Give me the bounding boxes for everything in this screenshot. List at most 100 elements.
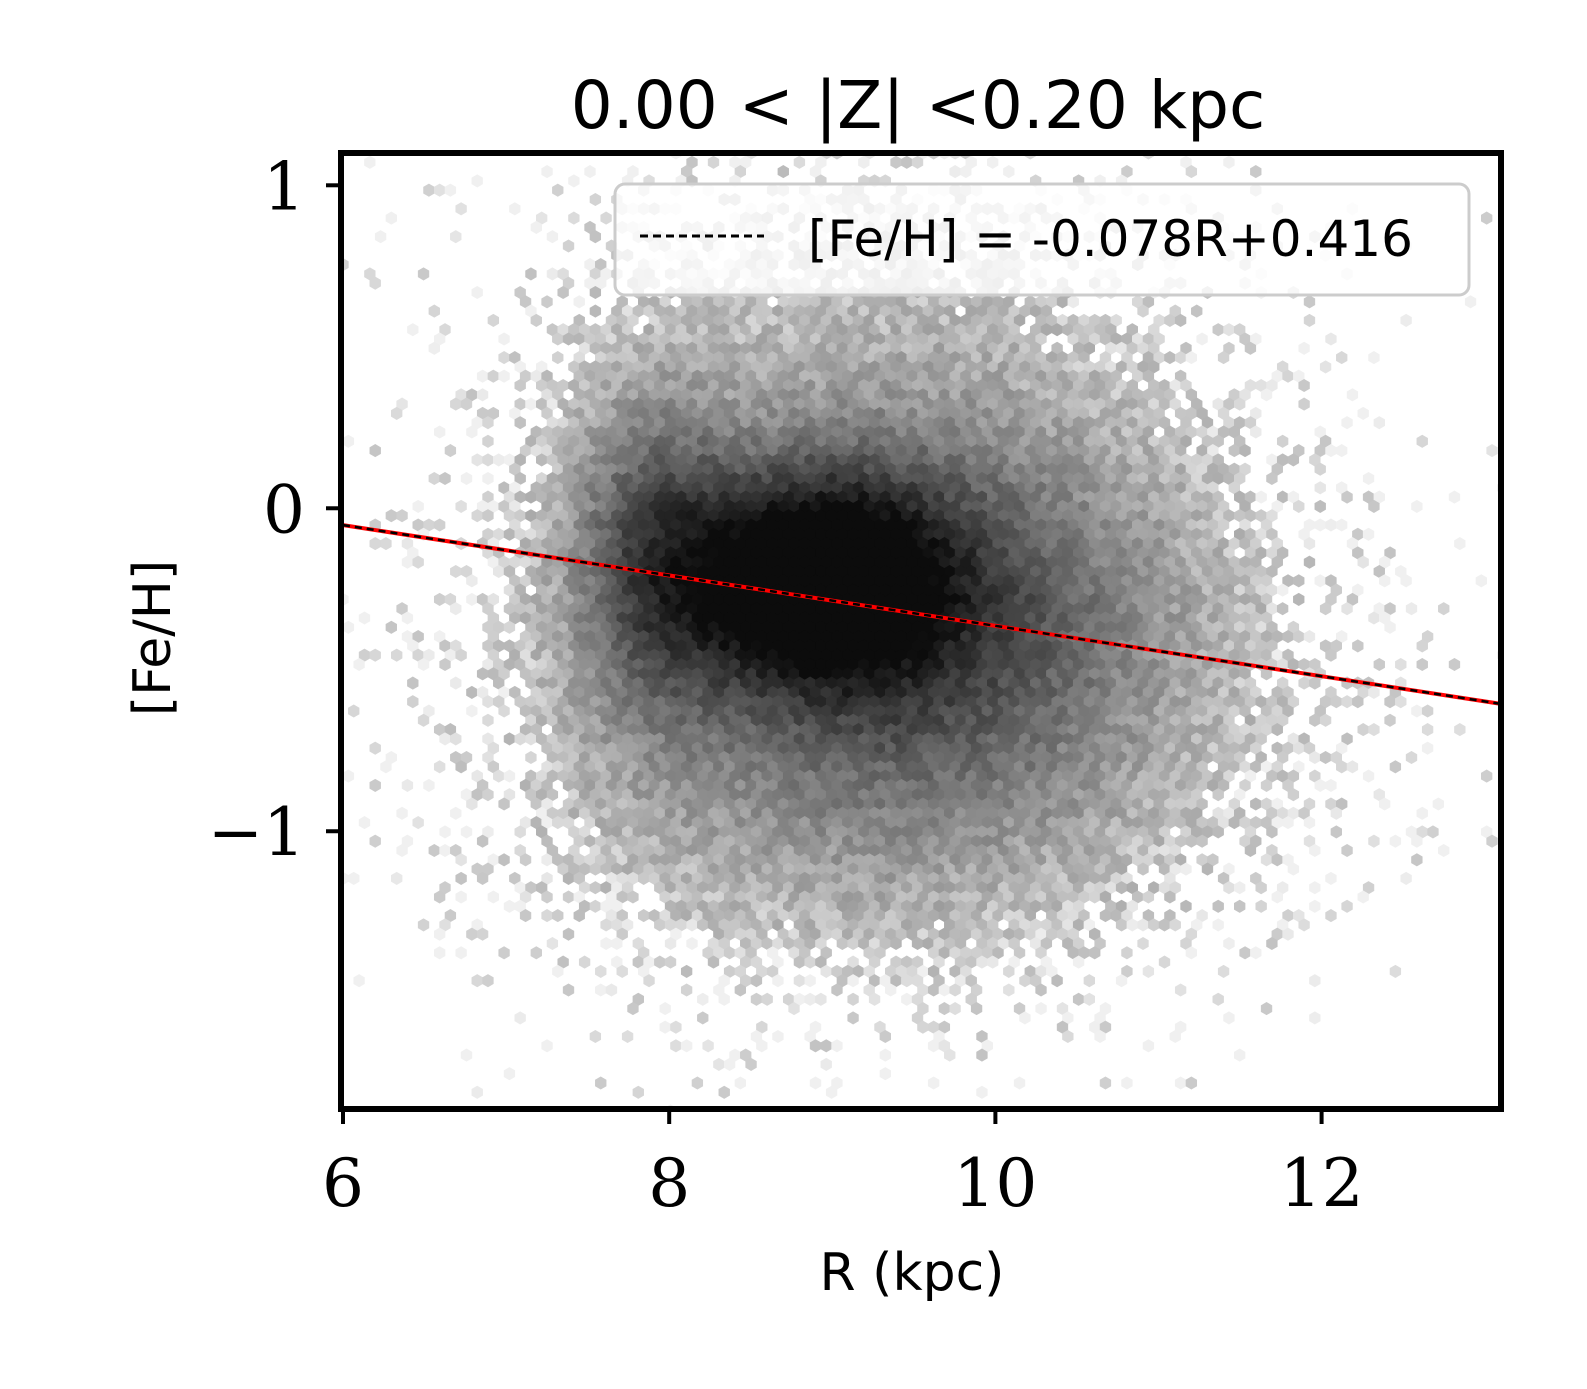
hexbin-cell — [476, 834, 489, 848]
hexbin-cell — [412, 555, 424, 569]
hexbin-cell — [476, 871, 489, 885]
hexbin-cell — [369, 648, 381, 662]
hexbin-cell — [1212, 323, 1224, 337]
hexbin-cell — [487, 313, 500, 327]
hexbin-cell — [1287, 657, 1300, 672]
hexbin-cell — [439, 657, 451, 672]
hexbin-cell — [1336, 760, 1348, 774]
hexbin-cell — [1421, 704, 1434, 718]
hexbin-cell — [343, 258, 349, 272]
hexbin-cell — [1411, 704, 1423, 718]
hexbin-cell — [525, 750, 537, 765]
hexbin-cell — [417, 713, 430, 727]
hexbin-cell — [1336, 518, 1348, 532]
hexbin-cell — [455, 760, 467, 774]
hexbin-cell — [385, 509, 397, 523]
hexbin-cell — [396, 509, 408, 523]
hexbin-cell — [509, 202, 521, 216]
hexbin-cell — [428, 341, 440, 355]
hexbin-cell — [476, 667, 489, 681]
hexbin-cell — [552, 332, 564, 346]
hexbin-cell — [1373, 657, 1385, 672]
hexbin-cell — [407, 676, 419, 690]
hexbin-cell — [1357, 723, 1369, 737]
hexbin-cell — [348, 871, 360, 885]
hexbin-cell — [1196, 332, 1208, 346]
hexbin-cell — [1368, 351, 1380, 365]
hexbin-cell — [541, 165, 553, 179]
hexbin-cell — [573, 295, 585, 309]
hexbin-cell — [1298, 397, 1310, 411]
hexbin-cell — [1228, 816, 1240, 830]
hexbin-cell — [1336, 351, 1348, 365]
hexbin-cell — [1244, 843, 1257, 858]
hexbin-cell — [455, 202, 467, 216]
hexbin-cell — [1191, 304, 1203, 318]
hexbin-cell — [498, 369, 510, 383]
hexbin-cell — [450, 732, 462, 746]
hexbin-cell — [466, 574, 478, 588]
hexbin-cell — [1309, 750, 1321, 765]
hexbin-cell — [1282, 369, 1294, 383]
hexbin-cell — [1438, 843, 1450, 858]
hexbin-cell — [493, 769, 505, 783]
hexbin-cell — [407, 695, 419, 709]
hexbin-cell — [1325, 778, 1337, 792]
hexbin-cell — [1368, 723, 1380, 737]
hexbin-cell — [1448, 657, 1461, 672]
hexbin-cell — [417, 657, 430, 672]
hexbin-cell — [450, 676, 462, 690]
hexbin-cell — [546, 230, 559, 244]
hexbin-cell — [1303, 816, 1316, 830]
hexbin-cell — [1309, 676, 1321, 690]
hexbin-cell — [439, 843, 451, 858]
hexbin-cell — [1400, 574, 1412, 588]
hexbin-cell — [1067, 295, 1079, 309]
hexbin-cell — [482, 471, 494, 486]
hexbin-cell — [514, 732, 526, 746]
hexbin-cell — [1427, 825, 1439, 839]
hexbin-cell — [450, 564, 462, 579]
hexbin-cell — [369, 276, 381, 290]
hexbin-cell — [1303, 537, 1316, 551]
hexbin-cell — [1384, 620, 1396, 634]
hexbin-cell — [466, 592, 478, 606]
hexbin-cell — [1051, 323, 1063, 337]
hexbin-cell — [433, 518, 446, 532]
hexbin-cell — [541, 295, 553, 309]
hexbin-cell — [1250, 425, 1262, 439]
hexbin-cell — [1282, 630, 1294, 644]
hexbin-cell — [1395, 695, 1407, 709]
hexbin-cell — [498, 704, 510, 718]
hexbin-cell — [391, 648, 403, 662]
hexbin-cell — [1421, 723, 1434, 737]
hexbin-cell — [1293, 741, 1305, 755]
hexbin-cell — [1486, 444, 1498, 458]
chart-title: 0.00 < |Z| <0.20 kpc — [571, 67, 1266, 144]
hexbin-cell — [525, 397, 537, 411]
hexbin-cell — [568, 211, 580, 225]
hexbin-cell — [439, 825, 451, 839]
hexbin-cell — [1298, 378, 1310, 393]
hexbin-cell — [557, 285, 569, 300]
hexbin-cell — [1368, 834, 1380, 848]
hexbin-cell — [412, 499, 424, 513]
hexbin-cell — [1217, 351, 1230, 365]
hexbin-cell — [1266, 471, 1278, 486]
hexbin-cell — [1368, 685, 1380, 699]
hexbin-cell — [369, 778, 381, 792]
hexbin-cell — [1448, 490, 1461, 504]
hexbin-cell — [1164, 351, 1176, 365]
hexbin-cell — [466, 704, 478, 718]
hexbin-cell — [1244, 341, 1257, 355]
hexbin-cell — [385, 620, 397, 634]
hexbin-cell — [1325, 444, 1337, 458]
hexbin-cell — [482, 695, 494, 709]
hexbin-cell — [433, 760, 446, 774]
hexbin-cell — [369, 741, 381, 755]
hexbin-cell — [552, 351, 564, 365]
hexbin-cell — [1260, 778, 1273, 792]
hexbin-cell — [407, 323, 419, 337]
hexbin-cell — [343, 434, 355, 448]
hexbin-cell — [1362, 769, 1375, 783]
